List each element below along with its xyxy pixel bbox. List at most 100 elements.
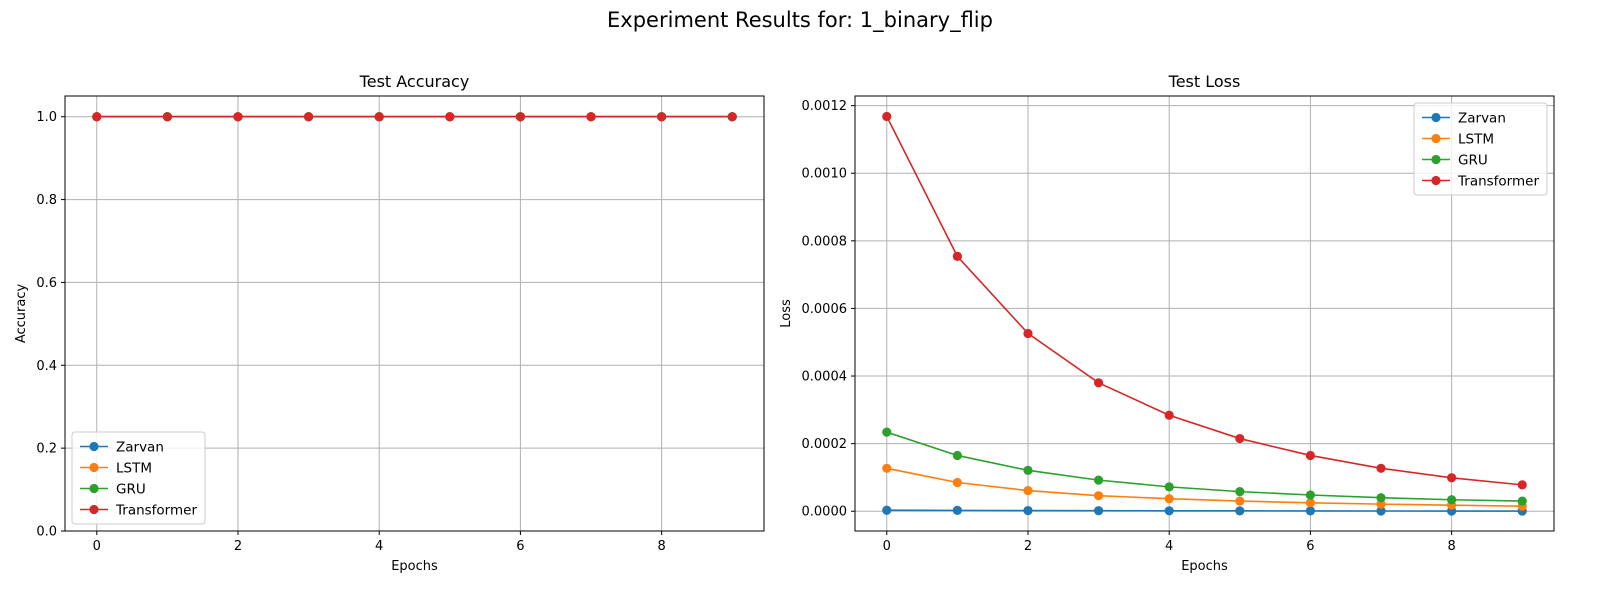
accuracy-legend-item-lstm: LSTM <box>80 461 152 477</box>
loss-zarvan-point <box>952 505 962 515</box>
accuracy-transformer-point <box>515 112 526 122</box>
loss-y-axis-label: Loss <box>779 299 794 328</box>
accuracy-legend-box <box>71 431 206 525</box>
loss-gru-point <box>1235 487 1245 497</box>
loss-legend-label: LSTM <box>1458 132 1494 148</box>
accuracy-legend-label: GRU <box>116 482 146 498</box>
loss-gru-point <box>1447 495 1457 505</box>
accuracy-transformer-point <box>445 112 455 122</box>
loss-lstm-point <box>1305 498 1316 508</box>
loss-y-tick-label: 0.0008 <box>802 234 848 249</box>
loss-legend-label: GRU <box>1458 153 1488 169</box>
loss-transformer-point <box>1376 463 1386 473</box>
accuracy-y-tick-label: 0.0 <box>36 525 57 540</box>
loss-zarvan-point <box>1235 506 1245 516</box>
accuracy-transformer-point <box>92 112 102 122</box>
loss-transformer-point <box>1023 328 1033 339</box>
accuracy-legend-item-zarvan: Zarvan <box>80 440 164 456</box>
accuracy-chart: 0 2 4 6 8 0.0 0.2 0.4 0.6 0.8 1.0 Test Accuracy Epoc… <box>14 72 765 574</box>
accuracy-x-tick-label: 2 <box>234 539 242 554</box>
accuracy-y-tick-label: 0.2 <box>36 442 57 457</box>
loss-x-tick-label: 4 <box>1165 539 1173 554</box>
loss-x-tick-label: 2 <box>1024 539 1032 554</box>
loss-lstm-line <box>886 467 1523 507</box>
loss-zarvan-point <box>882 505 892 515</box>
loss-lstm-point <box>1376 499 1386 509</box>
accuracy-legend-label: Zarvan <box>116 440 164 456</box>
accuracy-legend-swatch-marker <box>89 483 99 494</box>
loss-lstm-point <box>1164 494 1174 504</box>
loss-legend-swatch-marker <box>1431 154 1441 165</box>
loss-legend-item-lstm: LSTM <box>1422 132 1494 148</box>
loss-transformer-line <box>886 116 1523 486</box>
loss-transformer-point <box>1447 473 1457 483</box>
loss-y-tick-label: 0.0006 <box>802 302 848 317</box>
loss-y-tick-label: 0.0004 <box>802 370 848 385</box>
loss-legend-item-zarvan: Zarvan <box>1422 111 1506 127</box>
accuracy-legend-swatch-marker <box>89 462 99 473</box>
loss-chart-title: Test Loss <box>1168 72 1241 91</box>
accuracy-legend-item-transformer: Transformer <box>80 503 197 519</box>
loss-zarvan-line <box>886 509 1523 512</box>
accuracy-y-tick-label: 1.0 <box>36 110 57 125</box>
accuracy-legend-label: LSTM <box>116 461 152 477</box>
loss-lstm-point <box>1093 491 1104 501</box>
loss-x-tick-label: 0 <box>883 539 891 554</box>
loss-lstm-point <box>952 477 962 488</box>
loss-zarvan-point <box>1376 506 1386 516</box>
accuracy-legend-swatch-marker <box>89 441 99 452</box>
accuracy-transformer-point <box>657 112 667 122</box>
accuracy-y-tick-label: 0.6 <box>36 276 57 291</box>
loss-gru-point <box>1164 482 1174 492</box>
accuracy-y-axis-label: Accuracy <box>14 284 29 344</box>
loss-gru-point <box>952 450 962 461</box>
accuracy-transformer-point <box>586 112 596 122</box>
accuracy-legend-item-gru: GRU <box>80 482 146 498</box>
loss-y-tick-label: 0.0002 <box>802 437 848 452</box>
loss-y-tick-label: 0.0010 <box>802 167 848 182</box>
loss-chart: 0 2 4 6 8 0.0000 0.0002 0.0004 0.0006 0.0008 0.001… <box>779 72 1555 574</box>
accuracy-chart-title: Test Accuracy <box>359 72 470 91</box>
loss-transformer-point <box>952 251 962 261</box>
loss-transformer-point <box>1093 378 1104 388</box>
accuracy-x-tick-label: 4 <box>375 539 383 554</box>
loss-zarvan-point <box>1093 506 1104 516</box>
loss-gru-point <box>1517 496 1527 506</box>
accuracy-series-transformer <box>92 112 737 122</box>
loss-legend-swatch-marker <box>1431 175 1441 186</box>
loss-gru-point <box>882 427 892 437</box>
loss-x-axis-label: Epochs <box>1181 559 1228 574</box>
loss-series-gru <box>882 427 1527 506</box>
figure-title: Experiment Results for: 1_binary_flip <box>607 8 993 33</box>
accuracy-x-tick-label: 8 <box>657 539 665 554</box>
loss-transformer-point <box>1305 450 1316 461</box>
accuracy-x-axis-label: Epochs <box>391 559 438 574</box>
loss-lstm-point <box>1235 496 1245 506</box>
loss-legend-swatch-marker <box>1431 112 1441 123</box>
loss-legend-label: Transformer <box>1457 174 1539 190</box>
accuracy-x-tick-label: 6 <box>516 539 524 554</box>
loss-legend: Zarvan LSTM GRU Transformer <box>1413 102 1548 196</box>
loss-gru-point <box>1093 475 1104 485</box>
loss-gru-point <box>1376 493 1386 503</box>
loss-y-tick-label: 0.0000 <box>802 505 848 520</box>
loss-transformer-point <box>1164 410 1174 420</box>
loss-zarvan-point <box>1164 506 1174 516</box>
loss-transformer-point <box>882 111 892 122</box>
loss-series-lstm <box>882 463 1527 511</box>
accuracy-x-tick-label: 0 <box>93 539 101 554</box>
loss-y-tick-label: 0.0012 <box>802 99 848 114</box>
accuracy-transformer-point <box>727 112 737 122</box>
loss-legend-label: Zarvan <box>1458 111 1506 127</box>
loss-x-tick-label: 6 <box>1306 539 1314 554</box>
loss-transformer-point <box>1235 433 1245 444</box>
loss-gru-point <box>1023 465 1033 475</box>
loss-lstm-point <box>882 463 892 473</box>
loss-zarvan-point <box>1305 506 1316 516</box>
accuracy-transformer-point <box>374 112 384 122</box>
accuracy-plot-frame <box>64 95 765 532</box>
loss-gru-line <box>886 431 1523 502</box>
loss-plot-frame <box>854 95 1555 532</box>
